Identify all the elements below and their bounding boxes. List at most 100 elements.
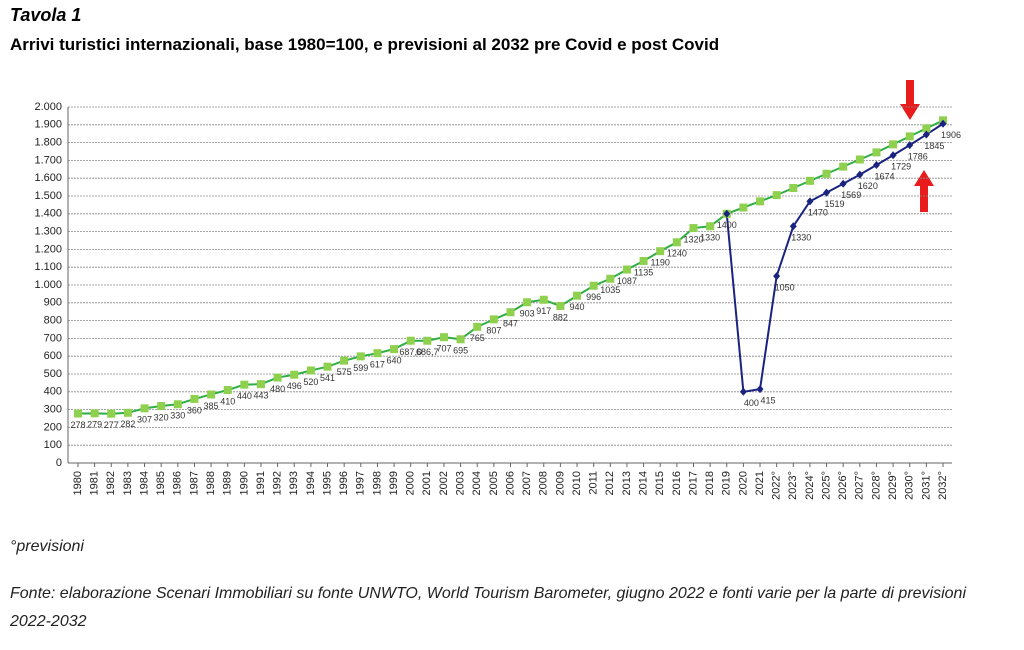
data-label: 1240 [667, 249, 687, 259]
marker [256, 380, 265, 389]
series-line [725, 122, 944, 393]
data-label: 1330 [700, 233, 720, 243]
data-label: 400 [744, 398, 759, 408]
y-tick-label: 0 [56, 457, 62, 469]
x-tick-label: 2025° [820, 471, 832, 500]
x-tick-label: 2015 [654, 471, 666, 495]
data-label: 1470 [808, 208, 828, 218]
x-tick-label: 2006 [504, 471, 516, 495]
x-tick-label: 1989 [222, 471, 234, 495]
data-label: 307 [137, 415, 152, 425]
arrow-shaft [906, 80, 914, 106]
marker [573, 291, 582, 300]
marker [74, 409, 82, 418]
data-label: 996 [586, 292, 601, 302]
y-tick-label: 1.200 [34, 243, 62, 255]
data-label: 1330 [791, 233, 811, 243]
marker [406, 336, 415, 345]
arrow-head [900, 104, 920, 120]
data-label: 707 [436, 344, 451, 354]
marker [739, 203, 748, 212]
data-label: 1519 [825, 199, 845, 209]
marker [922, 124, 931, 133]
data-label: 940 [570, 302, 585, 312]
x-tick-label: 1995 [321, 471, 333, 495]
chart-title: Arrivi turistici internazionali, base 19… [10, 35, 720, 54]
marker [107, 409, 116, 418]
data-label: 1320 [683, 234, 703, 244]
marker [773, 272, 781, 281]
data-label: 765 [470, 333, 485, 343]
data-label: 1786 [908, 151, 928, 161]
x-tick-label: 2007 [521, 471, 533, 495]
x-tick-label: 2010 [571, 471, 583, 495]
data-label: 440 [237, 391, 252, 401]
data-label: 277 [104, 420, 119, 430]
data-label: 1906 [941, 130, 961, 140]
data-label: 1400 [717, 220, 737, 230]
marker [190, 394, 199, 403]
marker [606, 274, 615, 283]
x-tick-label: 1982 [105, 471, 117, 495]
x-tick-label: 2021 [754, 471, 766, 495]
data-label: 541 [320, 373, 335, 383]
data-label: 496 [287, 381, 302, 391]
data-label: 1845 [924, 141, 944, 151]
x-tick-label: 2014 [637, 471, 649, 495]
marker [622, 265, 631, 274]
x-tick-label: 2027° [854, 471, 866, 500]
marker [473, 322, 482, 331]
marker [173, 400, 182, 409]
marker [323, 362, 332, 371]
y-tick-label: 1.300 [34, 226, 62, 238]
chart: 0 100 200 300 400 500 600 700 800 900 1.000 1.100 1.… [34, 80, 961, 500]
data-label: 1135 [634, 267, 653, 277]
marker [90, 409, 99, 418]
data-label: 480 [270, 384, 285, 394]
y-tick-label: 1.800 [34, 137, 62, 149]
marker [157, 402, 166, 411]
x-tick-label: 2020 [737, 471, 749, 495]
x-tick-label: 1993 [288, 471, 300, 495]
marker [806, 197, 814, 206]
x-tick-label: 2001 [421, 471, 433, 495]
marker [856, 170, 864, 179]
marker [756, 197, 765, 206]
x-tick-label: 1996 [338, 471, 350, 495]
marker [872, 161, 880, 170]
arrow-shaft [920, 184, 928, 212]
data-label: 278 [70, 420, 85, 430]
x-tick-label: 2029° [887, 471, 899, 500]
marker [772, 191, 781, 200]
x-tick-label: 2028° [870, 471, 882, 500]
marker [223, 386, 232, 395]
marker [656, 247, 665, 256]
data-label: 575 [337, 367, 352, 377]
data-label: 917 [536, 306, 551, 316]
data-label: 320 [154, 412, 169, 422]
data-label: 686,7 [416, 347, 439, 357]
marker [689, 224, 698, 233]
marker [823, 188, 831, 197]
data-label: 1035 [600, 285, 620, 295]
marker [556, 302, 565, 311]
marker [423, 336, 432, 345]
data-label: 410 [220, 396, 235, 406]
data-label: 1087 [617, 276, 637, 286]
data-label: 1569 [841, 190, 861, 200]
x-tick-label: 1988 [205, 471, 217, 495]
x-tick-label: 2016 [671, 471, 683, 495]
y-tick-label: 400 [44, 386, 62, 398]
marker [739, 387, 747, 396]
data-label: 687,0 [399, 347, 422, 357]
x-tick-label: 2000 [405, 471, 417, 495]
table-label: Tavola 1 [10, 5, 82, 25]
marker [589, 281, 598, 290]
x-tick-label: 1997 [355, 471, 367, 495]
marker [723, 209, 731, 218]
y-tick-label: 600 [44, 350, 62, 362]
x-tick-label: 2011 [588, 471, 600, 495]
marker [523, 298, 532, 307]
marker [373, 349, 382, 358]
marker [356, 352, 365, 361]
